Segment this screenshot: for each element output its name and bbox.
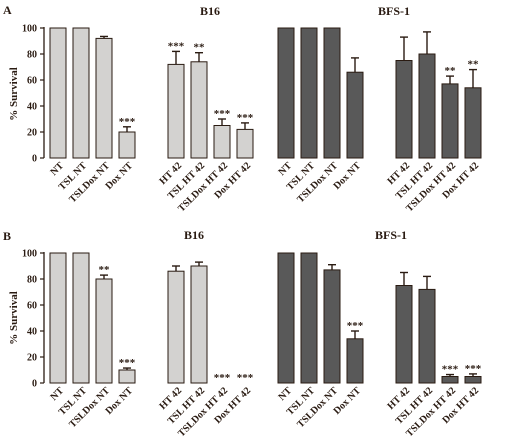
- bar: [95, 37, 113, 159]
- y-tick-label: 80: [27, 50, 37, 61]
- bar: [323, 27, 341, 159]
- panel-b-bfs1-title: BFS-1: [375, 228, 407, 242]
- bar: [118, 369, 136, 384]
- bar: [72, 27, 90, 159]
- bar: [213, 125, 231, 159]
- panel-b-b16-title: B16: [184, 228, 204, 242]
- y-tick-label: 100: [22, 24, 37, 35]
- y-tick-label: 40: [27, 102, 37, 113]
- significance-marker: ***: [237, 372, 254, 384]
- bar: [323, 269, 341, 384]
- panel-b-letter: B: [3, 229, 11, 243]
- x-category-label: NT: [277, 160, 295, 178]
- bar: [395, 60, 413, 159]
- significance-marker: ***: [119, 357, 136, 369]
- bar: [300, 27, 318, 159]
- bar: [418, 288, 436, 384]
- significance-marker: **: [99, 264, 111, 276]
- bar: [72, 252, 90, 384]
- panel-a-y-axis-label: % Survival: [8, 67, 20, 120]
- panel-a-bfs1-title: BFS-1: [378, 4, 410, 18]
- bar: [95, 278, 113, 384]
- bar: [236, 128, 254, 159]
- panel-a: A B16 BFS-1 % Survival 020406080100NTTSL…: [3, 3, 482, 214]
- y-tick-label: 20: [27, 128, 37, 139]
- x-category-label: NT: [49, 385, 67, 403]
- y-tick-label: 0: [32, 154, 37, 165]
- significance-marker: ***: [442, 364, 459, 376]
- bar: [167, 63, 185, 159]
- y-tick-label: 60: [27, 76, 37, 87]
- significance-marker: **: [194, 42, 206, 54]
- bar: [395, 285, 413, 384]
- bar: [464, 87, 482, 159]
- significance-marker: ***: [119, 116, 136, 128]
- bar: [167, 270, 185, 384]
- panel-a-b16-title: B16: [200, 4, 220, 18]
- bar: [441, 83, 459, 159]
- panel-b-y-axis-label: % Survival: [8, 291, 20, 344]
- bar: [277, 252, 295, 384]
- bar: [277, 27, 295, 159]
- y-tick-label: 80: [27, 275, 37, 286]
- y-tick-label: 100: [22, 249, 37, 260]
- bar: [49, 252, 67, 384]
- x-category-label: NT: [277, 385, 295, 403]
- significance-marker: ***: [168, 40, 185, 52]
- significance-marker: ***: [347, 320, 364, 332]
- significance-marker: ***: [237, 112, 254, 124]
- bar: [190, 265, 208, 384]
- significance-marker: ***: [465, 363, 482, 375]
- bar: [300, 252, 318, 384]
- bar: [190, 61, 208, 159]
- bar: [418, 53, 436, 159]
- bar: [441, 376, 459, 384]
- y-tick-label: 60: [27, 301, 37, 312]
- panel-b: B B16 BFS-1 % Survival 020406080100NTTSL…: [3, 228, 482, 439]
- y-tick-label: 0: [32, 379, 37, 390]
- bar: [118, 131, 136, 159]
- bar: [49, 27, 67, 159]
- bar: [346, 338, 364, 384]
- significance-marker: ***: [214, 108, 231, 120]
- y-tick-label: 40: [27, 327, 37, 338]
- panel-a-letter: A: [3, 3, 12, 17]
- y-tick-label: 20: [27, 353, 37, 364]
- x-category-label: NT: [49, 160, 67, 178]
- significance-marker: **: [468, 59, 480, 71]
- significance-marker: **: [445, 65, 457, 77]
- significance-marker: ***: [214, 372, 231, 384]
- bar: [464, 376, 482, 384]
- bar: [346, 71, 364, 159]
